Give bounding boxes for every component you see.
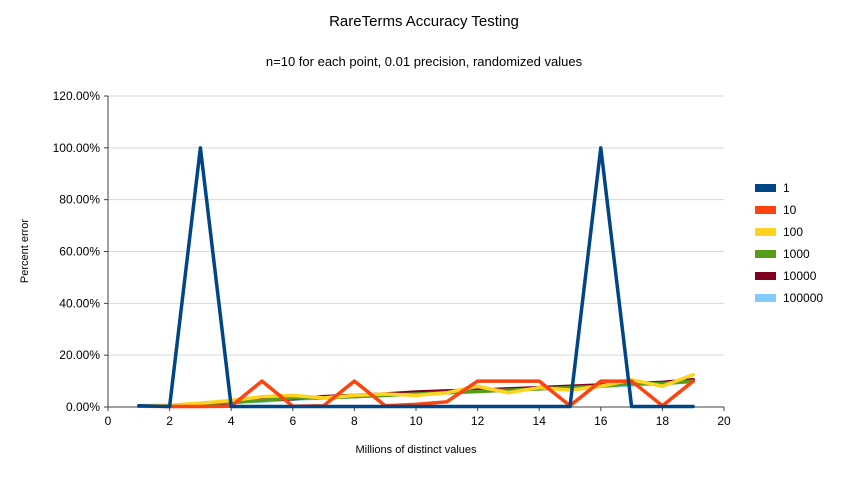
legend-swatch-10000 xyxy=(755,272,776,280)
legend-label: 1 xyxy=(783,181,790,195)
x-tick-label: 20 xyxy=(717,414,731,428)
legend-label: 1000 xyxy=(783,247,810,261)
legend-label: 100000 xyxy=(783,291,824,305)
series-line-1 xyxy=(137,146,695,409)
legend-swatch-100 xyxy=(755,228,776,236)
y-tick-label: 100.00% xyxy=(53,141,101,155)
legend-swatch-100000 xyxy=(755,294,776,302)
y-tick-label: 80.00% xyxy=(59,193,100,207)
y-axis-title: Percent error xyxy=(19,218,31,284)
x-tick-label: 2 xyxy=(166,414,173,428)
legend-item-10: 10 xyxy=(755,203,823,217)
x-tick-label: 10 xyxy=(409,414,423,428)
series-line-100 xyxy=(137,372,695,408)
x-tick-label: 18 xyxy=(656,414,670,428)
x-tick-label: 8 xyxy=(351,414,358,428)
y-tick-label: 0.00% xyxy=(66,400,100,414)
y-tick-label: 60.00% xyxy=(59,245,100,259)
legend-swatch-1000 xyxy=(755,250,776,258)
legend-item-1: 1 xyxy=(755,181,823,195)
x-axis-title: Millions of distinct values xyxy=(355,444,477,456)
legend-swatch-10 xyxy=(755,206,776,214)
legend: 1 10 100 1000 10000 100000 xyxy=(755,181,823,305)
legend-swatch-1 xyxy=(755,184,776,192)
legend-item-10000: 10000 xyxy=(755,269,823,283)
chart-title: RareTerms Accuracy Testing xyxy=(329,13,519,30)
x-tick-label: 4 xyxy=(228,414,235,428)
y-tick-label: 120.00% xyxy=(53,89,101,103)
legend-label: 100 xyxy=(783,225,804,239)
y-tick-label: 40.00% xyxy=(59,296,100,310)
x-tick-label: 6 xyxy=(289,414,296,428)
legend-item-1000: 1000 xyxy=(755,247,823,261)
chart-subtitle: n=10 for each point, 0.01 precision, ran… xyxy=(265,54,583,69)
x-tick-label: 14 xyxy=(533,414,547,428)
x-tick-label: 12 xyxy=(471,414,485,428)
y-tick-label: 20.00% xyxy=(59,348,100,362)
x-tick-label: 0 xyxy=(105,414,112,428)
legend-item-100: 100 xyxy=(755,225,823,239)
legend-item-100000: 100000 xyxy=(755,291,823,305)
x-tick-label: 16 xyxy=(594,414,608,428)
legend-label: 10000 xyxy=(783,269,817,283)
legend-label: 10 xyxy=(783,203,797,217)
